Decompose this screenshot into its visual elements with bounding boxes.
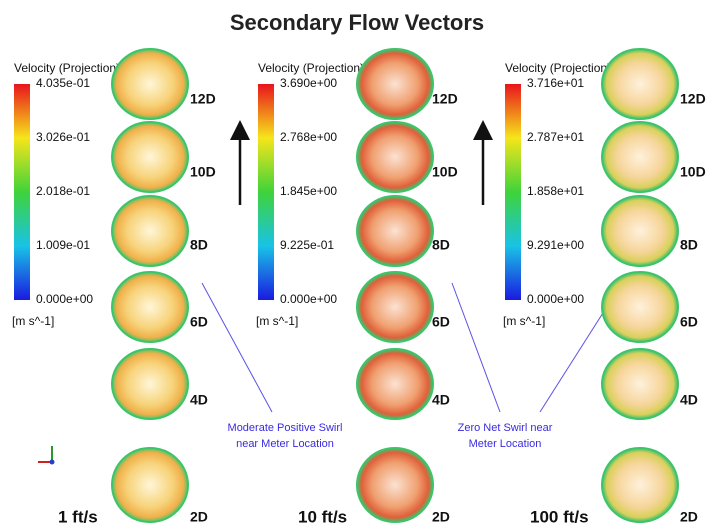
colorbar [258, 84, 274, 300]
station-label: 12D [190, 91, 216, 107]
colorbar-tick: 9.291e+00 [527, 238, 584, 252]
title: Secondary Flow Vectors [230, 10, 484, 35]
flow-section [357, 196, 433, 266]
colorbar [14, 84, 30, 300]
flow-section [602, 49, 678, 119]
flow-section [357, 122, 433, 192]
flow-section [602, 349, 678, 419]
speed-label: 100 ft/s [530, 507, 589, 526]
colorbar-tick: 2.768e+00 [280, 130, 337, 144]
station-label: 2D [190, 509, 208, 525]
station-label: 4D [680, 392, 698, 408]
figure: Secondary Flow Vectors Velocity (Project… [0, 0, 714, 529]
colorbar-unit: [m s^-1] [256, 314, 298, 328]
station-label: 12D [680, 91, 706, 107]
colorbar-tick: 3.026e-01 [36, 130, 90, 144]
colorbar-tick: 1.845e+00 [280, 184, 337, 198]
station-label: 8D [680, 237, 698, 253]
colorbar-tick: 9.225e-01 [280, 238, 334, 252]
annotation: near Meter Location [236, 438, 334, 450]
colorbar-tick: 1.858e+01 [527, 184, 584, 198]
station-label: 4D [432, 392, 450, 408]
flow-section [602, 448, 678, 522]
axis-triad [38, 446, 55, 465]
flow-section [357, 272, 433, 342]
colorbar-tick: 1.009e-01 [36, 238, 90, 252]
annotation: Meter Location [469, 438, 542, 450]
flow-section [357, 49, 433, 119]
annotation: Zero Net Swirl near [458, 422, 553, 434]
colorbar-tick: 0.000e+00 [36, 292, 93, 306]
station-label: 8D [432, 237, 450, 253]
station-label: 6D [190, 314, 208, 330]
colorbar [505, 84, 521, 300]
flow-section [112, 272, 188, 342]
colorbar-tick: 0.000e+00 [527, 292, 584, 306]
colorbar-title: Velocity (Projection) [14, 61, 120, 75]
colorbar-unit: [m s^-1] [503, 314, 545, 328]
station-label: 6D [680, 314, 698, 330]
station-label: 12D [432, 91, 458, 107]
station-label: 2D [432, 509, 450, 525]
flow-section [602, 122, 678, 192]
colorbar-tick: 4.035e-01 [36, 76, 90, 90]
colorbar-unit: [m s^-1] [12, 314, 54, 328]
flow-section [602, 196, 678, 266]
flow-section [112, 448, 188, 522]
flow-section [357, 448, 433, 522]
flow-section [112, 122, 188, 192]
speed-label: 1 ft/s [58, 507, 98, 526]
flow-section [112, 196, 188, 266]
colorbar-title: Velocity (Projection) [258, 61, 364, 75]
station-label: 10D [680, 164, 706, 180]
station-label: 10D [190, 164, 216, 180]
annotation: Moderate Positive Swirl [228, 422, 343, 434]
colorbar-tick: 2.787e+01 [527, 130, 584, 144]
station-label: 8D [190, 237, 208, 253]
station-label: 2D [680, 509, 698, 525]
station-label: 4D [190, 392, 208, 408]
flow-section [357, 349, 433, 419]
station-label: 10D [432, 164, 458, 180]
speed-label: 10 ft/s [298, 507, 347, 526]
colorbar-tick: 3.716e+01 [527, 76, 584, 90]
pointer-line [452, 283, 500, 412]
pointer-line [202, 283, 272, 412]
colorbar-tick: 2.018e-01 [36, 184, 90, 198]
colorbar-tick: 3.690e+00 [280, 76, 337, 90]
station-label: 6D [432, 314, 450, 330]
colorbar-title: Velocity (Projection) [505, 61, 611, 75]
flow-section [602, 272, 678, 342]
colorbar-tick: 0.000e+00 [280, 292, 337, 306]
flow-section [112, 349, 188, 419]
flow-section [112, 49, 188, 119]
